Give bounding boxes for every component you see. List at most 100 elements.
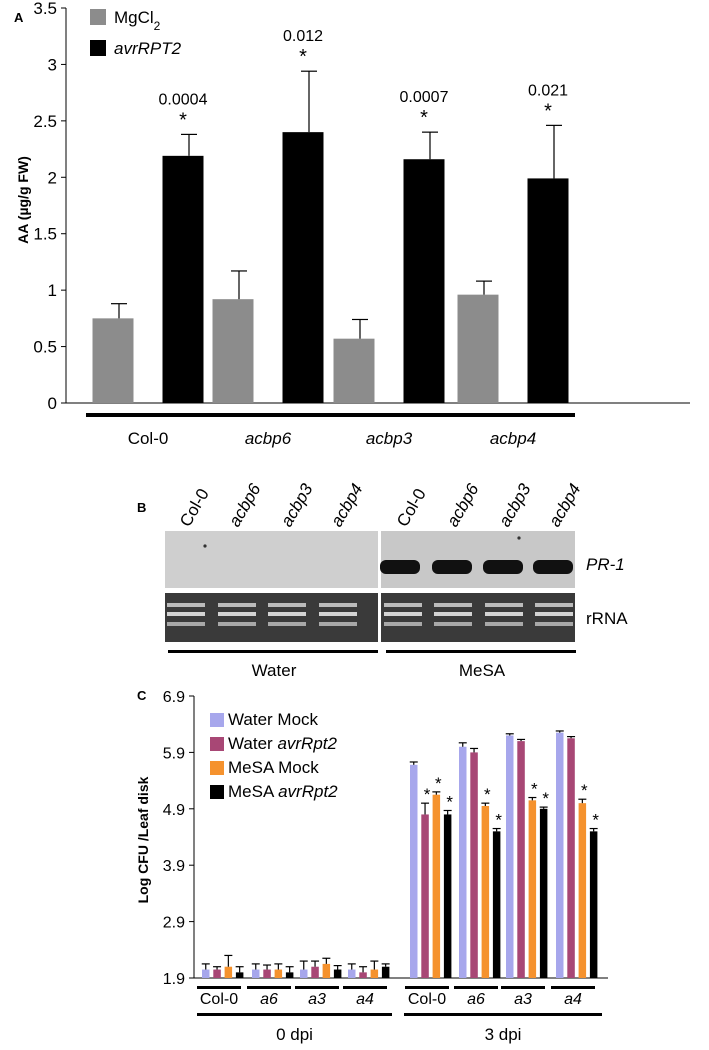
panel-a-category-bracket [327,413,451,417]
panel-c-category-label: a6 [260,991,278,1008]
panel-a-category-bracket [86,413,210,417]
panel-b-rrna-band [167,612,205,616]
panel-b-pr1-band [432,560,472,574]
panel-c-bar-chart: C 1.9 2.9 3.9 4.9 5.9 6.9 Col-0 a6 a3 a4 Col-0 a6 a3… [135,688,608,1044]
panel-b-pr1-band [483,560,523,574]
panel-a-legend-swatch [90,40,106,56]
panel-c-category-label: a4 [564,991,582,1008]
panel-c-significance-star: * [542,789,549,808]
panel-c-bar [492,831,501,978]
panel-c-significance-star: * [592,811,599,830]
panel-c-significance-star: * [424,785,431,804]
panel-a-y-axis-label: AA (µg/g FW) [15,156,31,244]
panel-c-category-label: a4 [356,991,374,1008]
panel-c-legend-swatch [210,737,224,751]
panel-a-p-value: 0.0004 [159,91,208,108]
panel-c-bar [381,966,390,978]
panel-c-category-bracket [295,986,339,989]
panel-b-rrna-band [535,612,573,616]
panel-c-bar [235,972,244,978]
panel-b-lane-label: acbp4 [327,480,367,530]
panel-c-group-bracket [404,1013,602,1016]
panel-a-y-tick-label: 2 [48,168,57,187]
panel-a-p-value: 0.021 [528,82,568,99]
panel-b-rrna-band [434,612,472,616]
panel-c-bar [410,764,418,978]
panel-b-lane-label: acbp3 [495,480,535,530]
panel-b-group-bracket-mesa [386,650,576,653]
panel-b-rrna-band [167,622,205,626]
panel-a-y-tick-label: 3.5 [33,0,57,18]
panel-b-row-label-rrna: rRNA [586,609,628,628]
panel-c-legend-swatch [210,761,224,775]
panel-a-legend-swatch [90,9,106,25]
panel-a-y-tick-label: 1 [48,281,57,300]
panel-c-category-label: a3 [308,991,326,1008]
panel-a-bar [333,338,375,403]
panel-c-category-bracket [405,986,449,989]
panel-b-rrna-band [485,603,523,607]
panel-b-lane-label: acbp6 [225,480,265,530]
panel-c-bar [578,803,587,978]
panel-c-y-tick-label: 1.9 [163,971,185,988]
panel-b-rrna-band [535,603,573,607]
panel-c-legend-label: Water avrRpt2 [228,734,338,753]
panel-c-bar [539,808,548,978]
panel-a-y-tick-label: 0.5 [33,338,57,357]
panel-b-rrna-band [535,622,573,626]
panel-b-rrna-band [384,612,422,616]
panel-c-bar [300,969,308,978]
panel-c-bar [252,969,260,978]
panel-b-blot-image [165,531,575,642]
panel-c-legend-label-italic: avrRpt2 [277,734,337,753]
panel-c-legend-label-italic: avrRpt2 [278,782,338,801]
panel-b-group-label-mesa: MeSA [459,661,506,680]
panel-a-bar [162,155,204,403]
panel-b-pr1-water-panel [165,531,378,588]
panel-a-category-label: acbp4 [490,429,536,448]
panel-b-speck [517,536,521,540]
panel-c-category-bracket [197,986,241,989]
panel-b-rrna-band [485,612,523,616]
panel-a-bar [457,294,499,403]
panel-b-lane-label: acbp4 [545,480,585,530]
panel-c-bar [285,972,294,978]
panel-b-row-labels: PR-1 rRNA Water MeSA [168,555,628,680]
panel-b-rrna-mesa-panel [381,593,575,642]
panel-a-legend-label: MgCl2 [114,8,161,33]
panel-c-bar [263,969,271,978]
panel-b-lane-label: Col-0 [393,485,430,530]
panel-c-significance-star: * [581,781,588,800]
panel-c-bar [470,752,478,978]
panel-c-legend: Water Mock Water avrRpt2 MeSA Mock MeSA avr… [210,710,338,801]
panel-b-lane-label: acbp3 [277,480,317,530]
panel-b-lane-labels: Col-0 acbp6 acbp3 acbp4 Col-0 acbp6 acbp3 acbp4 [176,480,585,530]
panel-a-legend-label: avrRPT2 [114,39,182,58]
panel-b-rrna-band [434,622,472,626]
panel-b-rrna-band [319,603,357,607]
panel-b-rrna-band [268,622,306,626]
panel-c-bar [359,972,367,978]
panel-c-category-bracket [343,986,387,989]
panel-c-bar [481,805,490,978]
panel-a-category-bracket [451,413,575,417]
panel-c-group-label: 0 dpi [276,1025,313,1044]
panel-c-category-bracket [551,986,595,989]
panel-a-category-label: acbp3 [366,429,413,448]
panel-a-label: A [14,10,24,25]
panel-a-category-label: acbp6 [245,429,292,448]
panel-c-bar [459,746,467,978]
panel-a-y-tick-label: 0 [48,394,57,413]
panel-a-bar [403,159,445,403]
panel-c-bar [213,969,221,978]
panel-b-rrna-band [268,603,306,607]
panel-b-group-bracket-water [168,650,378,653]
panel-c-significance-star: * [484,785,491,804]
panel-c-bar [589,831,598,978]
panel-c-bar [517,741,525,978]
panel-c-bar [322,963,331,978]
panel-b-pr1-mesa-panel [381,531,575,588]
panel-b-lane-label: Col-0 [176,485,213,530]
panel-b-rrna-band [218,603,256,607]
